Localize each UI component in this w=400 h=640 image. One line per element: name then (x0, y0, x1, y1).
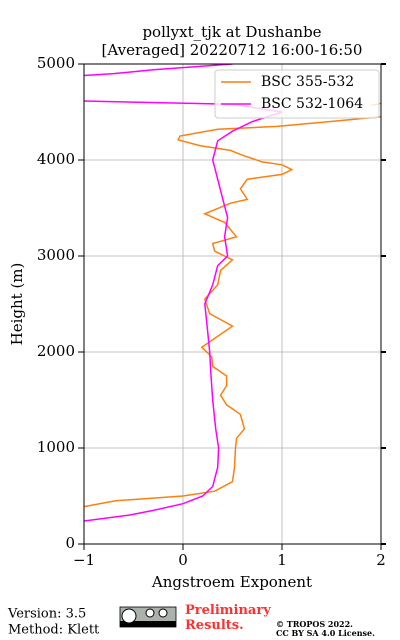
y-tick-label: 5000 (37, 54, 75, 72)
series-line (84, 102, 381, 508)
cc-badge (119, 606, 177, 628)
x-tick-label: −1 (73, 551, 95, 569)
status-line: Preliminary Results. (185, 603, 271, 633)
plot-lines (84, 64, 381, 522)
grid (83, 63, 382, 545)
y-tick-label: 2000 (37, 342, 75, 360)
y-tick-label: 4000 (37, 150, 75, 168)
x-tick-label: 2 (376, 551, 386, 569)
legend-label: BSC 532-1064 (261, 96, 363, 112)
x-tick-label: 0 (178, 551, 188, 569)
series-line (84, 64, 283, 522)
y-tick-label: 1000 (37, 438, 75, 456)
legend: BSC 355-532 BSC 532-1064 (214, 69, 380, 119)
legend-label: BSC 355-532 (261, 74, 354, 90)
license: CC BY SA 4.0 License. (276, 628, 375, 638)
copyright: © TROPOS 2022. (276, 619, 353, 629)
legend-box (214, 69, 380, 119)
plot-frame (83, 63, 382, 545)
version: Version: 3.5 (7, 607, 86, 622)
x-tick-label: 1 (277, 551, 287, 569)
x-axis-label: Angstroem Exponent (151, 573, 312, 591)
chart-subtitle: [Averaged] 20220712 16:00-16:50 (102, 41, 363, 59)
chart-title: pollyxt_tjk at Dushanbe (142, 23, 321, 41)
y-axis-label: Height (m) (8, 263, 26, 346)
y-tick-label: 3000 (37, 246, 75, 264)
y-tick-label: 0 (65, 534, 75, 552)
method: Method: Klett (8, 623, 100, 638)
